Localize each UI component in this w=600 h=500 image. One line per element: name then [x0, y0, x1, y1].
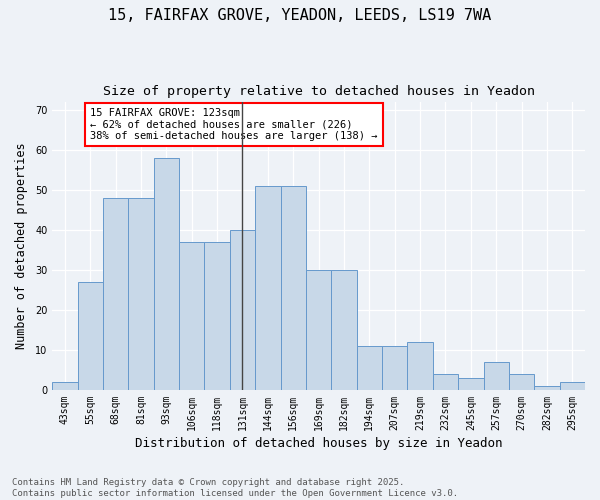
X-axis label: Distribution of detached houses by size in Yeadon: Distribution of detached houses by size … [135, 437, 502, 450]
Bar [331, 270, 356, 390]
Bar [77, 282, 103, 390]
Bar [281, 186, 306, 390]
Bar [458, 378, 484, 390]
Title: Size of property relative to detached houses in Yeadon: Size of property relative to detached ho… [103, 85, 535, 98]
Bar [128, 198, 154, 390]
Bar [484, 362, 509, 390]
Bar [154, 158, 179, 390]
Bar [509, 374, 534, 390]
Bar [407, 342, 433, 390]
Bar [534, 386, 560, 390]
Bar [205, 242, 230, 390]
Bar [179, 242, 205, 390]
Bar [356, 346, 382, 390]
Bar [103, 198, 128, 390]
Text: 15 FAIRFAX GROVE: 123sqm
← 62% of detached houses are smaller (226)
38% of semi-: 15 FAIRFAX GROVE: 123sqm ← 62% of detach… [90, 108, 378, 141]
Text: Contains HM Land Registry data © Crown copyright and database right 2025.
Contai: Contains HM Land Registry data © Crown c… [12, 478, 458, 498]
Bar [52, 382, 77, 390]
Bar [382, 346, 407, 390]
Text: 15, FAIRFAX GROVE, YEADON, LEEDS, LS19 7WA: 15, FAIRFAX GROVE, YEADON, LEEDS, LS19 7… [109, 8, 491, 22]
Bar [255, 186, 281, 390]
Bar [306, 270, 331, 390]
Bar [230, 230, 255, 390]
Bar [560, 382, 585, 390]
Bar [433, 374, 458, 390]
Y-axis label: Number of detached properties: Number of detached properties [15, 142, 28, 350]
